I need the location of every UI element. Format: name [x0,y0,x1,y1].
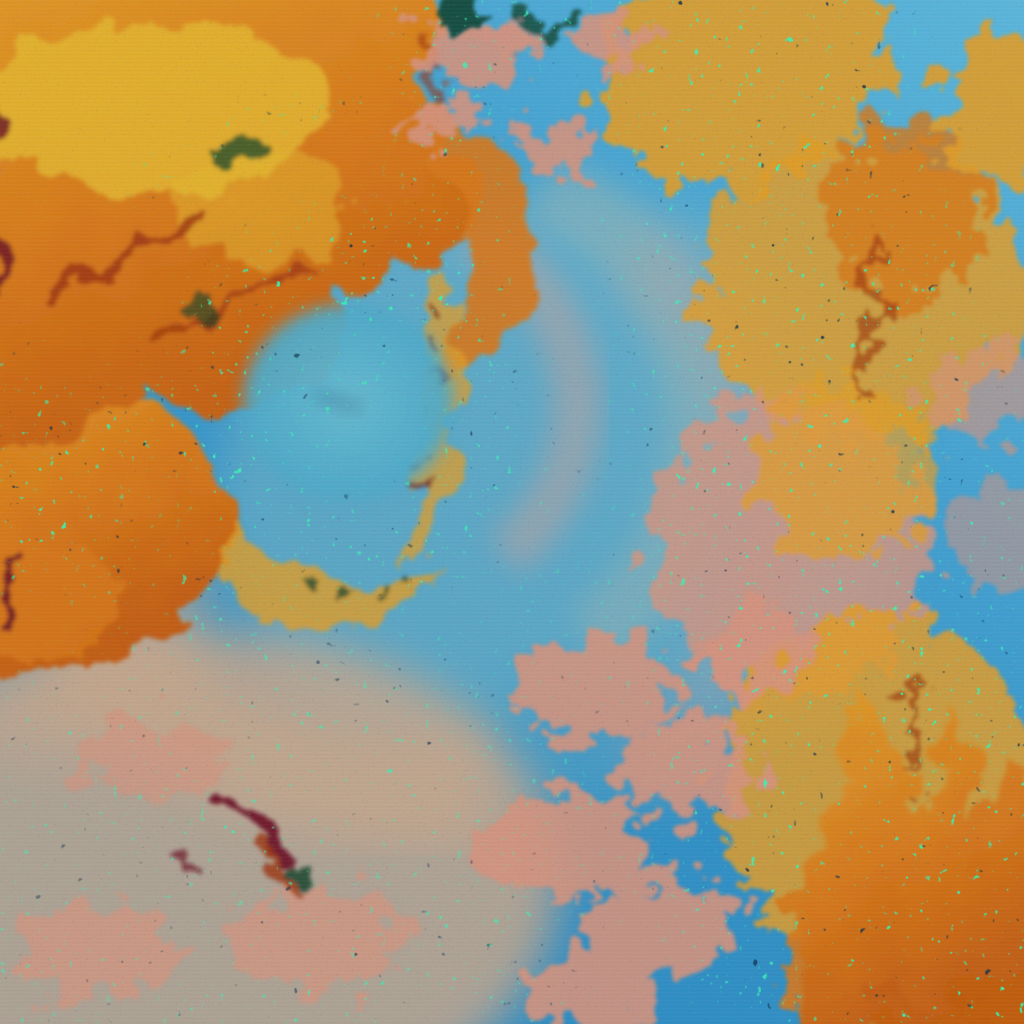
cyclone-scene [0,0,1024,1024]
grain-overlays [0,0,1024,1024]
satellite-image [0,0,1024,1024]
teal-grain-overlay [0,0,1024,1024]
